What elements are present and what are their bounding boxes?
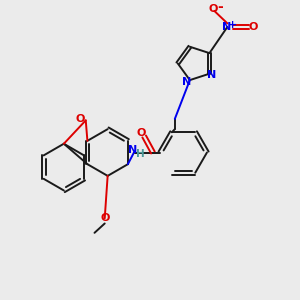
Text: -: - [217,0,223,14]
Text: N: N [207,70,216,80]
Text: O: O [208,4,218,14]
Text: O: O [249,22,258,32]
Text: +: + [228,20,237,30]
Text: N: N [182,76,191,86]
Text: O: O [100,213,110,223]
Text: N: N [128,145,137,154]
Text: H: H [136,149,145,159]
Text: O: O [136,128,146,138]
Text: N: N [222,22,231,32]
Text: O: O [76,114,85,124]
